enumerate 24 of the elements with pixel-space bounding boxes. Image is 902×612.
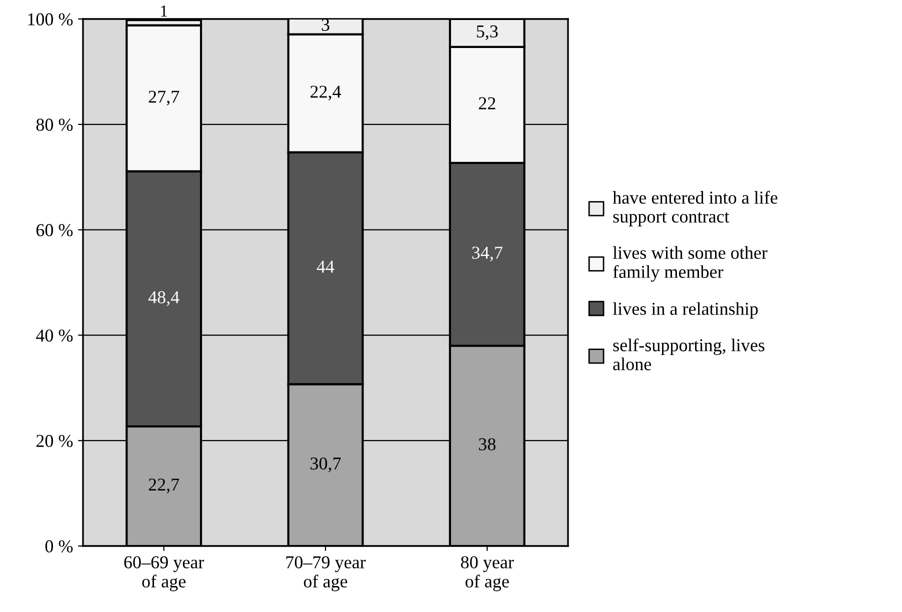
y-tick-label: 20 % [36, 434, 73, 448]
y-tick-label: 60 % [36, 224, 73, 236]
y-tick-label: 40 % [36, 329, 73, 342]
x-tick-label: 80 year of age [461, 556, 514, 592]
x-tick-label: 60–69 year of age [124, 556, 204, 592]
data-label: 38 [479, 438, 496, 450]
legend-label: lives in a relatinship [612, 302, 758, 319]
data-label: 22 [478, 97, 496, 110]
legend-label: self-supporting, lives alone [613, 338, 764, 370]
x-tick-label: 70–79 year of age [286, 556, 366, 592]
data-label: 22,7 [148, 478, 180, 494]
data-label: 44 [316, 260, 334, 273]
y-tick-label: 80 % [36, 118, 73, 131]
data-label: 5,3 [476, 25, 498, 40]
y-tick-label: 100 % [28, 13, 73, 26]
legend-label: lives with some other family member [612, 246, 768, 282]
y-tick-label: 0 % [45, 540, 73, 552]
data-label: 1 [161, 6, 167, 17]
data-label: 34,7 [472, 246, 502, 262]
data-label: 30,7 [310, 457, 341, 472]
data-label: 22,4 [310, 86, 342, 100]
data-label: 27,7 [148, 90, 180, 106]
legend-label: have entered into a life support contract [612, 190, 778, 226]
data-label: 48,4 [148, 291, 180, 306]
